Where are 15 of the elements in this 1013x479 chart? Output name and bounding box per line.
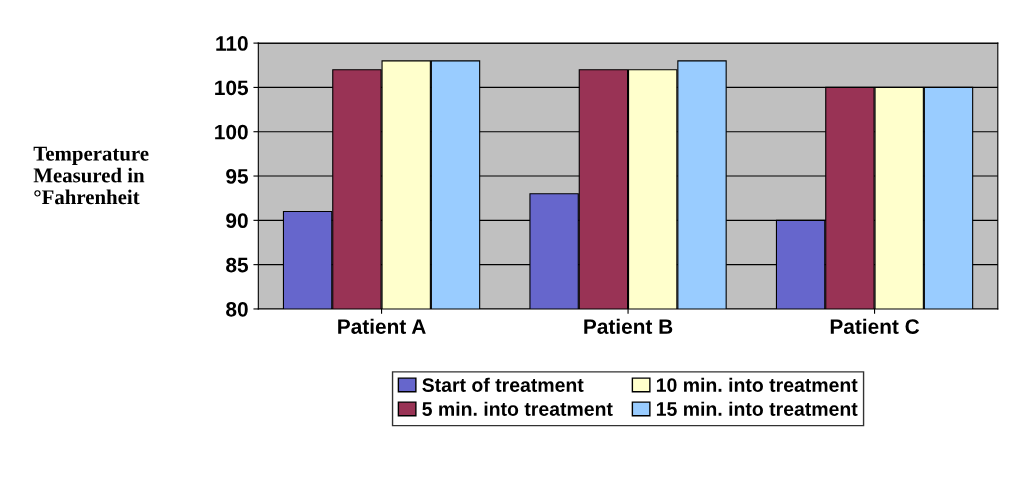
legend-label: Start of treatment <box>422 377 584 392</box>
legend-label: 5 min. into treatment <box>422 401 613 416</box>
legend-label: 10 min. into treatment <box>656 377 858 392</box>
x-tick-label: Patient B <box>584 318 673 334</box>
legend-label: 15 min. into treatment <box>656 401 858 416</box>
y-tick-label: 100 <box>215 124 248 140</box>
y-axis-title: Temperature Measured in °Fahrenheit <box>33 146 149 205</box>
y-tick-label: 80 <box>226 301 248 317</box>
y-tick-label: 110 <box>216 36 248 51</box>
x-tick-label: Patient C <box>830 318 920 334</box>
y-tick-label: 90 <box>226 213 248 229</box>
x-tick-label: Patient A <box>338 318 426 334</box>
y-tick-label: 85 <box>226 257 249 273</box>
y-tick-label: 105 <box>215 80 249 96</box>
y-tick-label: 95 <box>226 169 249 184</box>
